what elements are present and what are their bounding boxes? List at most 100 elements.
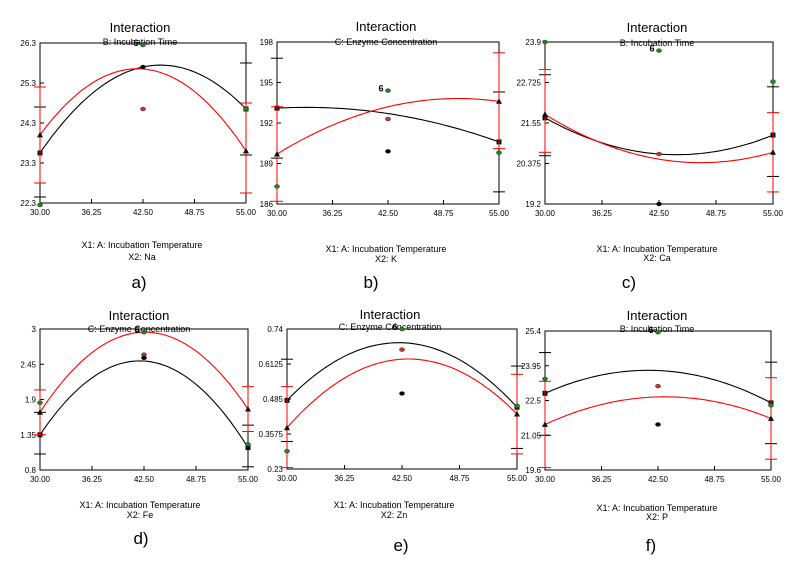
y-tick-label: 0.3575 — [259, 430, 284, 439]
x-tick-label: 36.25 — [591, 475, 612, 484]
chart-subtitle: B: Incubation Time — [620, 324, 695, 334]
y-tick-label: 2.45 — [20, 360, 36, 369]
y-tick-label: 189 — [260, 160, 274, 169]
chart-subtitle: C: Enzyme Concentration — [88, 324, 191, 334]
chart-panel-2: Interaction C: Enzyme Concentration 198 195… — [260, 19, 510, 292]
x-tick-label: 36.25 — [81, 208, 102, 217]
x-tick-label: 48.75 — [433, 209, 454, 218]
design-point-black — [399, 391, 405, 396]
x2-factor-label: X2: Fe — [127, 510, 154, 520]
y-tick-label: 25.3 — [20, 79, 36, 88]
design-point-black — [655, 422, 661, 427]
series-line-black — [276, 106, 500, 143]
x-tick-label: 48.75 — [706, 209, 727, 218]
x-tick-label: 48.75 — [704, 475, 725, 484]
x-tick-label: 42.50 — [133, 208, 154, 217]
y-tick-label: 22.725 — [517, 79, 542, 88]
series-line-black — [544, 369, 772, 404]
y-tick-label: 21.55 — [521, 119, 542, 128]
chart-panel-1: Interaction B: Incubation Time 26.3 25.3 24.… — [20, 20, 256, 292]
x-tick-label: 36.25 — [592, 209, 613, 218]
series-marker-triangle — [542, 421, 548, 427]
x2-factor-label: X2: Ca — [643, 253, 671, 263]
y-tick-label: 25.4 — [525, 327, 541, 336]
x2-factor-label: X2: K — [375, 254, 397, 264]
design-point-green — [542, 376, 548, 382]
plot-frame — [544, 330, 772, 471]
x2-factor-label: X2: P — [646, 512, 668, 522]
x2-factor-label: X2: Zn — [381, 510, 408, 520]
y-tick-label: 26.3 — [20, 39, 36, 48]
x-tick-label: 55.00 — [507, 474, 528, 483]
design-point-green — [243, 106, 249, 112]
series-line-black — [39, 360, 249, 448]
replicate-count-label: 6 — [134, 325, 139, 335]
chart-panel-3: Interaction B: Incubation Time 23.9 22.725 2… — [517, 20, 784, 292]
plot-frame — [276, 41, 500, 205]
y-tick-label: 19.6 — [525, 466, 541, 475]
series-marker-triangle — [284, 424, 290, 431]
replicate-count-label: 6 — [378, 84, 383, 94]
design-point-green — [284, 448, 290, 454]
chart-title: Interaction — [627, 20, 688, 35]
x-axis-label: X1: A: Incubation Temperature — [82, 240, 203, 250]
y-tick-label: 22.3 — [20, 199, 36, 208]
panel-letter: a) — [131, 273, 146, 292]
chart-subtitle: C: Enzyme Concentration — [335, 37, 438, 47]
error-bar — [539, 69, 551, 153]
x-axis-label: X1: A: Incubation Temperature — [597, 244, 718, 254]
x-tick-label: 30.00 — [267, 209, 288, 218]
series-marker-triangle — [274, 150, 280, 157]
design-point-red — [655, 383, 661, 389]
y-tick-label: 21.05 — [521, 431, 542, 440]
design-point-green — [770, 79, 776, 84]
design-point-green — [768, 403, 774, 408]
design-point-green — [385, 88, 391, 93]
series-marker-triangle — [496, 98, 502, 104]
replicate-count-label: 6 — [648, 325, 653, 335]
design-point-green — [542, 39, 548, 45]
chart-subtitle: B: Incubation Time — [103, 37, 178, 47]
y-tick-label: 186 — [260, 200, 274, 209]
chart-title: Interaction — [627, 308, 688, 323]
x-tick-label: 36.25 — [322, 209, 343, 218]
design-point-red — [385, 116, 391, 122]
design-point-green — [140, 42, 146, 48]
y-tick-label: 195 — [260, 79, 274, 88]
x-tick-label: 36.25 — [82, 475, 103, 484]
series-line-red — [286, 358, 518, 429]
series-marker-triangle — [243, 147, 249, 154]
y-tick-label: 24.3 — [20, 119, 36, 128]
series-marker-triangle — [770, 149, 776, 155]
replicate-count-label: 6 — [133, 38, 138, 48]
series-marker-square — [245, 445, 251, 451]
x-tick-label: 55.00 — [761, 475, 782, 484]
series-marker-triangle — [37, 409, 43, 415]
panel-letter: f) — [646, 536, 656, 555]
x-axis-label: X1: A: Incubation Temperature — [326, 244, 447, 254]
x-tick-label: 30.00 — [277, 474, 298, 483]
y-tick-label: 192 — [260, 119, 274, 128]
y-tick-label: 23.9 — [525, 38, 541, 47]
x-axis-label: X1: A: Incubation Temperature — [80, 500, 201, 510]
y-tick-label: 22.5 — [525, 397, 541, 406]
replicate-count-label: 6 — [392, 322, 397, 332]
plot-frame — [39, 328, 249, 471]
design-point-red — [656, 151, 662, 157]
x-tick-label: 42.50 — [134, 475, 155, 484]
design-point-green — [514, 403, 520, 409]
x-tick-label: 55.00 — [236, 208, 257, 217]
design-point-black — [656, 201, 662, 207]
series-marker-triangle — [768, 415, 774, 421]
design-point-green — [245, 442, 251, 447]
y-tick-label: 3 — [32, 325, 37, 334]
design-point-green — [655, 329, 661, 335]
panel-letter: b) — [363, 273, 378, 292]
series-line-red — [276, 97, 500, 155]
panel-letter: d) — [133, 529, 148, 548]
y-tick-label: 0.74 — [267, 325, 283, 334]
